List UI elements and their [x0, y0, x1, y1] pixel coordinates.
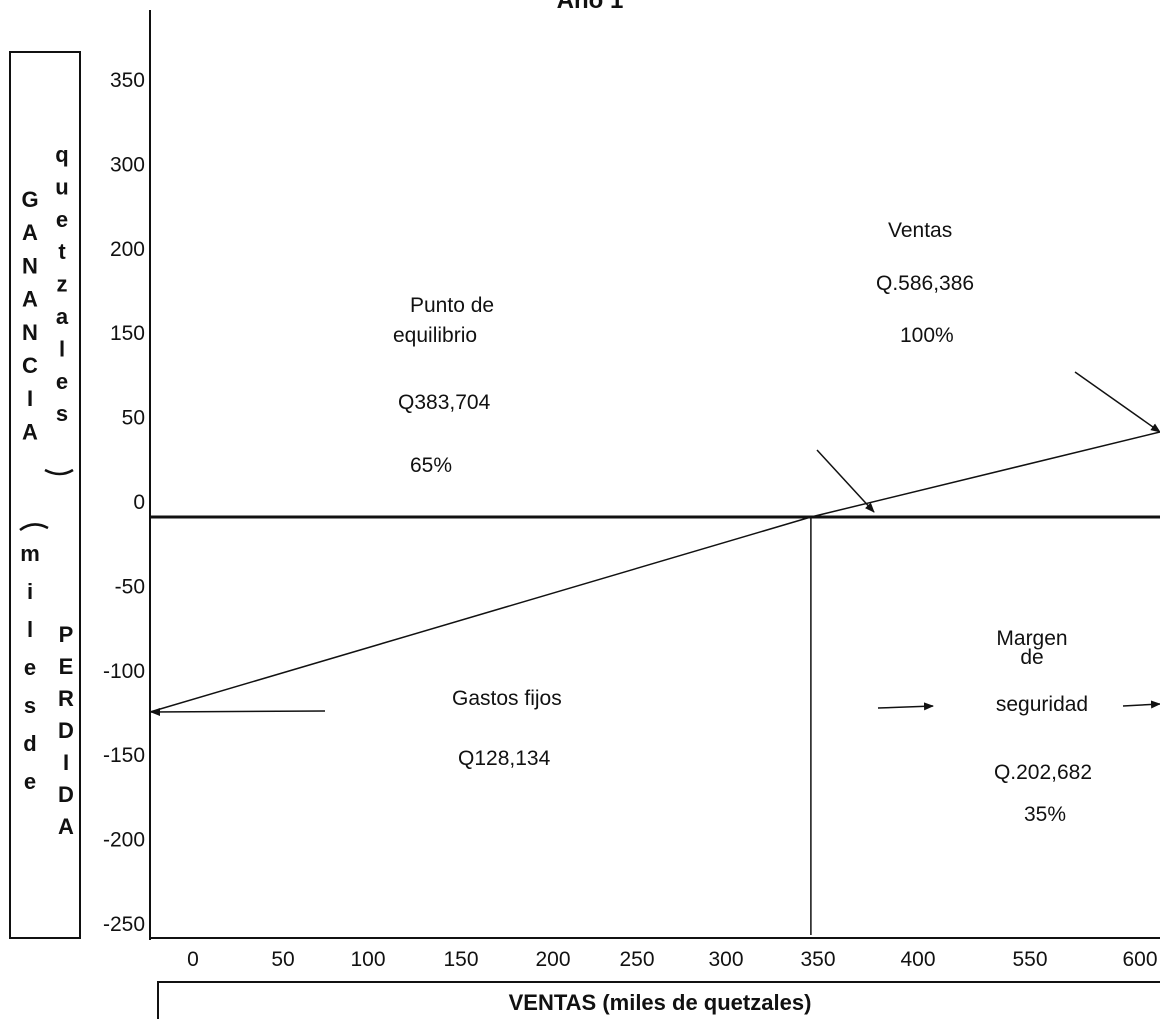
arrow-margin-left — [877, 702, 934, 711]
annotation-margin-line2: de — [1020, 646, 1043, 669]
y-label-letter: a — [56, 304, 69, 329]
x-axis-label: VENTAS (miles de quetzales) — [509, 990, 812, 1015]
y-label-letter: A — [58, 814, 74, 839]
paren-open-top — [19, 523, 49, 532]
x-tick-label: 150 — [443, 948, 478, 971]
y-label-letter: A — [22, 220, 38, 245]
y-tick-label: 0 — [133, 491, 145, 514]
annotation-breakeven-line2: equilibrio — [393, 324, 477, 347]
y-label-letter: e — [24, 769, 36, 794]
annotation-sales-percent: 100% — [900, 324, 954, 347]
annotation-margin-percent: 35% — [1024, 803, 1066, 826]
y-label-letter: A — [22, 287, 38, 312]
y-tick-label: 300 — [110, 153, 145, 176]
y-label-letter: z — [57, 272, 68, 297]
annotation-breakeven-value: Q383,704 — [398, 391, 491, 414]
y-label-letter: R — [58, 686, 74, 711]
series-line-ventas — [149, 431, 1160, 713]
y-tick-label: -250 — [103, 913, 145, 936]
chart-title: Año 1 — [557, 0, 624, 14]
y-label-letter: m — [20, 541, 40, 566]
y-label-letter: l — [59, 336, 65, 361]
y-label-letter: s — [56, 401, 68, 426]
y-tick-label: -50 — [115, 575, 145, 598]
y-label-letter: t — [58, 239, 66, 264]
arrow-fixed-costs — [150, 707, 326, 716]
y-axis-label-box — [9, 51, 81, 939]
y-label-letter: C — [22, 353, 38, 378]
y-label-letter: e — [56, 207, 68, 232]
y-label-letter: E — [59, 654, 74, 679]
y-label-letter: s — [24, 693, 36, 718]
x-tick-label: 100 — [350, 948, 385, 971]
x-tick-label: 50 — [271, 948, 294, 971]
annotation-sales-value: Q.586,386 — [876, 272, 974, 295]
y-label-letter: P — [59, 622, 74, 647]
y-tick-label: 200 — [110, 238, 145, 261]
y-tick-label: -100 — [103, 660, 145, 683]
y-label-letter: i — [27, 579, 33, 604]
y-label-letter: e — [56, 369, 68, 394]
x-tick-label: 400 — [900, 948, 935, 971]
arrow-breakeven — [816, 449, 875, 513]
x-tick-label: 200 — [535, 948, 570, 971]
annotation-fixed-costs-value: Q128,134 — [458, 747, 551, 770]
annotation-breakeven-percent: 65% — [410, 454, 452, 477]
x-tick-label: 300 — [708, 948, 743, 971]
y-tick-label: -150 — [103, 744, 145, 767]
arrow-margin-right — [1122, 700, 1160, 709]
y-tick-label: 150 — [110, 322, 145, 345]
y-axis-ticks: 350 300 200 150 50 0 -50 -100 -150 -200 -250 — [103, 69, 145, 936]
y-label-letter: G — [21, 187, 38, 212]
y-label-letter: D — [58, 718, 74, 743]
x-tick-label: 550 — [1012, 948, 1047, 971]
y-tick-label: -200 — [103, 829, 145, 852]
x-tick-label: 350 — [800, 948, 835, 971]
annotation-sales-label: Ventas — [888, 219, 952, 242]
paren-close-bottom — [44, 468, 74, 476]
x-tick-label: 0 — [187, 948, 199, 971]
x-tick-label: 250 — [619, 948, 654, 971]
y-label-letter: e — [24, 655, 36, 680]
y-label-letter: A — [22, 419, 38, 444]
annotation-fixed-costs-label: Gastos fijos — [452, 687, 562, 710]
annotation-breakeven-line1: Punto de — [410, 294, 494, 317]
y-tick-label: 350 — [110, 69, 145, 92]
y-label-letter: N — [22, 253, 38, 278]
y-tick-label: 50 — [122, 407, 145, 430]
x-axis-label-box — [157, 981, 1160, 1019]
y-label-letter: D — [58, 782, 74, 807]
annotation-margin-value: Q.202,682 — [994, 761, 1092, 784]
x-axis-ticks: 0 50 100 150 200 250 300 350 400 550 600 — [187, 948, 1157, 971]
y-label-letter: I — [27, 386, 33, 411]
y-label-letter: q — [55, 142, 68, 167]
annotation-margin-line1: Margen — [996, 627, 1067, 650]
y-label-letter: I — [63, 750, 69, 775]
y-label-letter: u — [55, 174, 68, 199]
y-label-letter: N — [22, 320, 38, 345]
y-label-letter: l — [27, 617, 33, 642]
x-tick-label: 600 — [1122, 948, 1157, 971]
annotation-margin-line3: seguridad — [996, 693, 1088, 716]
y-label-letter: d — [23, 731, 36, 756]
arrow-sales — [1074, 371, 1160, 433]
